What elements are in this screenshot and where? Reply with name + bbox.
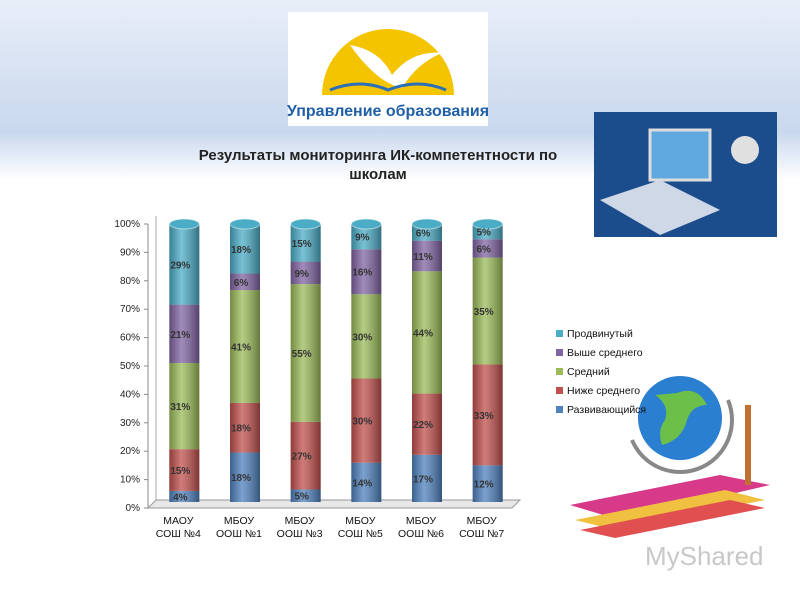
value-label: 18% bbox=[231, 245, 251, 256]
logo: Управление образования bbox=[287, 12, 489, 126]
legend-label: Развивающийся bbox=[567, 404, 646, 416]
y-tick-label: 10% bbox=[120, 475, 140, 486]
bar-shade bbox=[290, 261, 321, 285]
bar-shade bbox=[169, 490, 200, 502]
bar-shade bbox=[351, 378, 382, 463]
bar-shade bbox=[351, 294, 382, 379]
bar-shade bbox=[230, 273, 260, 291]
x-tick-label: МБОУ ООШ №3 bbox=[277, 515, 323, 540]
bar-shade bbox=[472, 257, 503, 365]
value-label: 6% bbox=[476, 244, 491, 255]
bar-shade bbox=[230, 224, 260, 274]
x-tick-label: МБОУ ООШ №6 bbox=[398, 515, 444, 540]
y-tick-label: 20% bbox=[120, 446, 140, 457]
y-tick-label: 80% bbox=[120, 276, 140, 287]
value-label: 6% bbox=[416, 228, 431, 239]
value-label: 27% bbox=[292, 452, 312, 463]
value-label: 35% bbox=[474, 307, 494, 318]
bar-shade bbox=[412, 454, 442, 502]
legend-label: Средний bbox=[567, 366, 610, 378]
y-tick-label: 50% bbox=[120, 361, 140, 372]
value-label: 16% bbox=[352, 268, 372, 279]
bar-cap bbox=[229, 218, 261, 230]
value-label: 4% bbox=[173, 492, 188, 503]
legend-label: Выше среднего bbox=[567, 347, 643, 359]
bar-shade bbox=[169, 449, 200, 491]
bar-shade bbox=[351, 249, 382, 295]
value-label: 15% bbox=[170, 466, 190, 477]
value-label: 14% bbox=[352, 478, 372, 489]
legend-label: Ниже среднего bbox=[567, 385, 640, 397]
chart-title: Результаты мониторинга ИК-компетентности… bbox=[199, 147, 557, 183]
bar-shade bbox=[290, 421, 321, 490]
bar-shade bbox=[290, 489, 321, 502]
value-label: 33% bbox=[474, 411, 494, 422]
value-label: 44% bbox=[413, 328, 433, 339]
value-label: 18% bbox=[231, 473, 251, 484]
legend-swatch bbox=[556, 349, 563, 356]
y-tick-label: 40% bbox=[120, 389, 140, 400]
bar-shade bbox=[472, 465, 503, 502]
bar-cap bbox=[411, 218, 443, 230]
globe-picture bbox=[570, 376, 770, 538]
bar-shade bbox=[472, 364, 503, 466]
bar-shade bbox=[169, 363, 200, 450]
bar-cap bbox=[472, 218, 504, 230]
bar-shade bbox=[169, 224, 200, 305]
legend-swatch bbox=[556, 330, 563, 337]
bar-shade bbox=[290, 224, 321, 262]
value-label: 31% bbox=[170, 402, 190, 413]
bar-shade bbox=[230, 290, 260, 403]
bar-shade bbox=[230, 452, 260, 502]
computer-picture bbox=[594, 112, 777, 237]
value-label: 30% bbox=[352, 332, 372, 343]
x-tick-label: МАОУ СОШ №4 bbox=[156, 515, 201, 540]
watermark: MyShared bbox=[645, 541, 764, 571]
value-label: 11% bbox=[413, 252, 433, 263]
y-tick-label: 30% bbox=[120, 418, 140, 429]
bar-shade bbox=[412, 393, 442, 455]
legend-swatch bbox=[556, 406, 563, 413]
logo-text: Управление образования bbox=[287, 103, 489, 120]
bar-shade bbox=[230, 402, 260, 453]
value-label: 21% bbox=[170, 330, 190, 341]
floor bbox=[146, 499, 522, 509]
legend-label: Продвинутый bbox=[567, 328, 633, 340]
bar-shade bbox=[290, 284, 321, 422]
bar-cap bbox=[290, 218, 322, 230]
value-label: 41% bbox=[231, 342, 251, 353]
y-tick-label: 70% bbox=[120, 304, 140, 315]
x-tick-label: МБОУ ООШ №1 bbox=[216, 515, 262, 540]
legend-swatch bbox=[556, 387, 563, 394]
value-label: 22% bbox=[413, 420, 433, 431]
value-label: 6% bbox=[234, 278, 249, 289]
value-label: 29% bbox=[170, 260, 190, 271]
value-label: 15% bbox=[292, 239, 312, 250]
y-tick-label: 0% bbox=[126, 503, 141, 514]
bar-shade bbox=[169, 304, 200, 363]
bar-shade bbox=[351, 462, 382, 502]
value-label: 12% bbox=[474, 480, 494, 491]
bar-shade bbox=[412, 271, 442, 394]
value-label: 30% bbox=[352, 417, 372, 428]
value-label: 9% bbox=[294, 269, 309, 280]
y-tick-label: 90% bbox=[120, 247, 140, 258]
legend-swatch bbox=[556, 368, 563, 375]
value-label: 9% bbox=[355, 233, 370, 244]
value-label: 55% bbox=[292, 349, 312, 360]
value-label: 5% bbox=[294, 492, 309, 503]
bar-shade bbox=[412, 240, 442, 272]
value-label: 17% bbox=[413, 474, 433, 485]
x-tick-label: МБОУ СОШ №5 bbox=[338, 515, 383, 540]
value-label: 18% bbox=[231, 424, 251, 435]
y-tick-label: 100% bbox=[114, 219, 140, 230]
x-tick-label: МБОУ СОШ №7 bbox=[459, 515, 504, 540]
y-tick-label: 60% bbox=[120, 333, 140, 344]
bar-cap bbox=[350, 218, 382, 230]
value-label: 5% bbox=[476, 228, 491, 239]
bar-cap bbox=[168, 218, 200, 230]
bar-shade bbox=[472, 239, 503, 258]
